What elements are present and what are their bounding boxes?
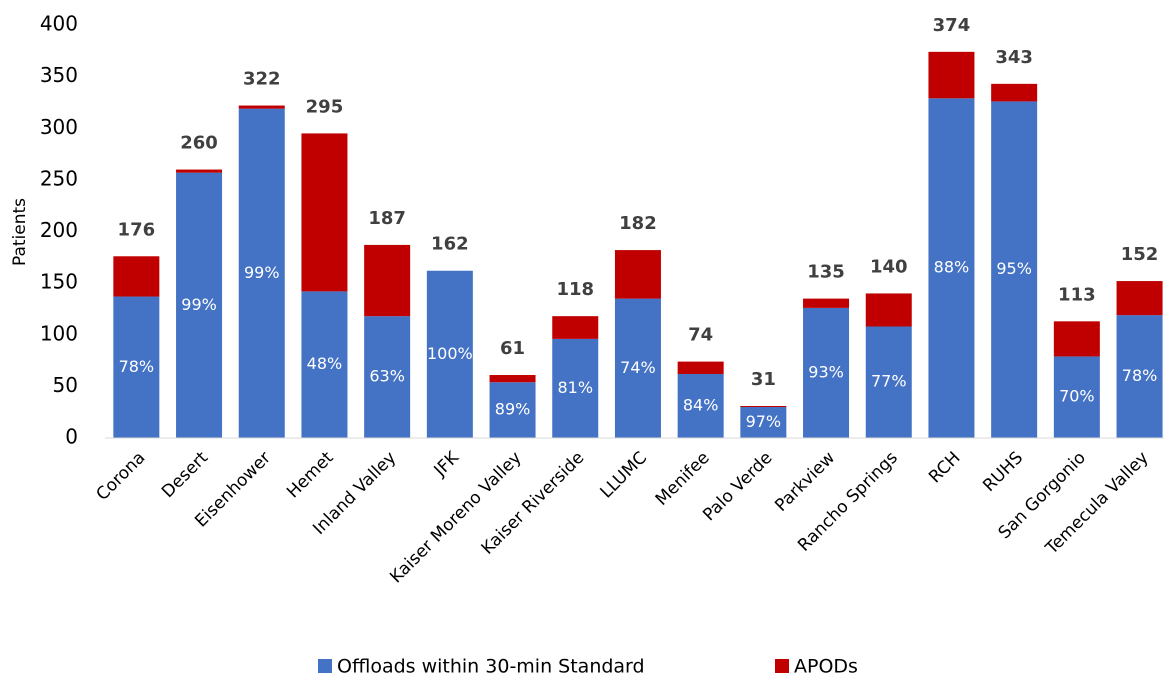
y-tick-label: 350: [40, 63, 78, 87]
total-label: 61: [500, 338, 525, 359]
bar-segment: [489, 382, 536, 438]
y-tick-label: 200: [40, 218, 78, 242]
share-label: 88%: [934, 258, 970, 277]
bar-segment: [176, 172, 223, 438]
bar-segment: [301, 133, 348, 292]
bar-segment: [552, 338, 599, 438]
share-label: 63%: [369, 367, 405, 386]
bar-segment: [740, 407, 787, 438]
y-tick-label: 100: [40, 321, 78, 345]
total-label: 176: [118, 219, 156, 240]
bar-segment: [928, 51, 975, 99]
bar-segment: [1053, 321, 1100, 357]
share-label: 99%: [181, 295, 217, 314]
x-tick-label: Hemet: [283, 448, 338, 503]
total-label: 187: [368, 208, 406, 229]
bar-segment: [677, 373, 724, 438]
bar-segment: [489, 375, 536, 383]
bar-segment: [1053, 356, 1100, 438]
x-tick-label: RCH: [925, 448, 964, 487]
total-label: 74: [688, 325, 713, 346]
bar-segment: [238, 105, 285, 109]
bar-segment: [364, 316, 411, 438]
bar-segment: [614, 250, 661, 299]
bar-segment: [677, 361, 724, 374]
share-label: 97%: [746, 412, 782, 431]
bar-segment: [238, 108, 285, 438]
share-label: 78%: [119, 357, 155, 376]
total-label: 162: [431, 234, 469, 255]
x-tick-label: LLUMC: [597, 448, 652, 503]
bar-segment: [301, 291, 348, 438]
bar-segment: [176, 169, 223, 173]
y-tick-label: 50: [53, 373, 78, 397]
legend-label: APODs: [794, 656, 858, 678]
share-label: 81%: [557, 378, 593, 397]
share-label: 78%: [1122, 366, 1158, 385]
legend-swatch: [775, 659, 789, 673]
total-label: 118: [556, 279, 594, 300]
bar-segment: [1116, 281, 1163, 316]
total-label: 343: [995, 47, 1033, 68]
bar-segment: [865, 293, 912, 327]
y-tick-label: 400: [40, 12, 78, 36]
bar-segment: [1116, 315, 1163, 438]
y-tick-label: 0: [65, 425, 78, 449]
bar-segment: [614, 298, 661, 438]
bar-segment: [426, 270, 473, 438]
y-tick-label: 250: [40, 166, 78, 190]
bar-segment: [803, 307, 850, 438]
y-axis-title: Patients: [10, 198, 30, 266]
x-tick-label: RUHS: [979, 448, 1027, 496]
bar-segment: [991, 101, 1038, 438]
total-label: 152: [1121, 244, 1159, 265]
bar-segment: [364, 244, 411, 317]
total-label: 31: [751, 369, 776, 390]
share-label: 84%: [683, 395, 719, 414]
share-label: 99%: [244, 263, 280, 282]
bar-segment: [740, 405, 787, 408]
bar-segment: [865, 326, 912, 438]
x-tick-label: Desert: [158, 448, 212, 502]
bar-segment: [928, 98, 975, 439]
y-tick-label: 300: [40, 115, 78, 139]
total-label: 295: [306, 96, 344, 117]
legend-swatch: [318, 659, 332, 673]
bar-segment: [552, 316, 599, 339]
share-label: 70%: [1059, 387, 1095, 406]
total-label: 140: [870, 256, 908, 277]
share-label: 77%: [871, 372, 907, 391]
bar-segment: [991, 83, 1038, 102]
share-label: 95%: [996, 259, 1032, 278]
y-tick-label: 150: [40, 270, 78, 294]
total-label: 182: [619, 213, 657, 234]
share-label: 48%: [307, 354, 343, 373]
total-label: 113: [1058, 284, 1096, 305]
share-label: 100%: [427, 344, 473, 363]
x-tick-label: JFK: [430, 447, 464, 481]
total-label: 374: [933, 15, 971, 36]
share-label: 74%: [620, 358, 656, 377]
x-tick-label: Menifee: [652, 448, 714, 510]
bar-segment: [113, 256, 160, 297]
share-label: 93%: [808, 362, 844, 381]
total-label: 322: [243, 69, 281, 90]
total-label: 260: [180, 133, 218, 154]
bar-segment: [113, 296, 160, 438]
share-label: 89%: [495, 400, 531, 419]
bar-segment: [803, 298, 850, 308]
total-label: 135: [807, 262, 845, 283]
legend-label: Offloads within 30-min Standard: [337, 656, 645, 678]
x-tick-label: Corona: [93, 448, 150, 505]
